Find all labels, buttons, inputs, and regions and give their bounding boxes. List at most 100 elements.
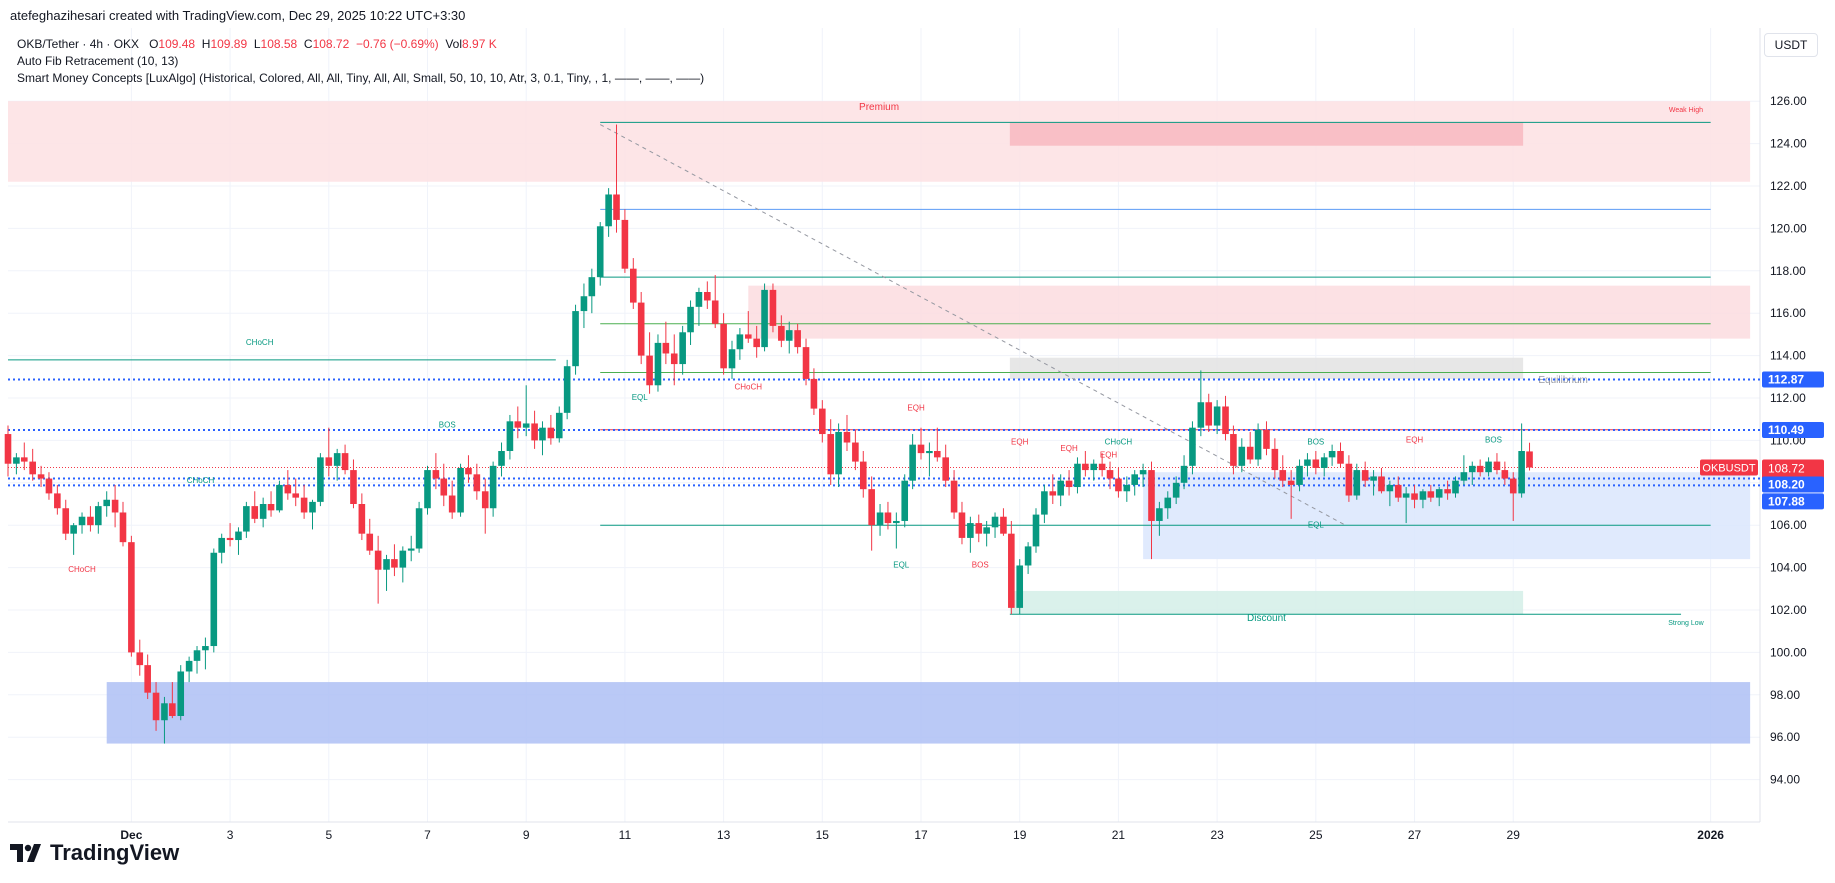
- candle-body: [950, 480, 958, 513]
- candle: [859, 451, 867, 498]
- candle: [415, 501, 423, 553]
- candle-body: [884, 512, 892, 524]
- x-tick-label: 23: [1210, 828, 1224, 842]
- candle: [391, 544, 398, 577]
- smc-label: CHoCH: [246, 338, 274, 347]
- candle: [1131, 470, 1139, 496]
- x-tick-label: 13: [717, 828, 731, 842]
- candle: [1509, 472, 1517, 521]
- candle-body: [185, 660, 193, 672]
- symbol-tag-text: OKBUSDT: [1702, 463, 1755, 475]
- candle: [1378, 467, 1385, 494]
- x-tick-label: 15: [816, 828, 830, 842]
- candle-body: [588, 277, 596, 297]
- candle-body: [136, 652, 144, 666]
- candle: [1279, 455, 1287, 488]
- y-tick-label: 114.00: [1770, 349, 1806, 363]
- candle-body: [1090, 463, 1098, 471]
- candle: [1090, 459, 1098, 481]
- candle: [827, 419, 834, 485]
- y-tick-label: 102.00: [1770, 603, 1807, 617]
- candle: [991, 512, 999, 538]
- candle-body: [1049, 491, 1057, 496]
- candle-body: [374, 550, 382, 570]
- candle-body: [761, 289, 768, 348]
- candle-body: [1501, 470, 1509, 479]
- candle-body: [4, 434, 12, 464]
- candle: [1172, 476, 1180, 504]
- candle: [37, 465, 45, 488]
- candle: [1189, 421, 1196, 475]
- candle-body: [1444, 489, 1451, 494]
- currency-button[interactable]: USDT: [1764, 33, 1818, 57]
- candle-body: [177, 671, 185, 716]
- candle: [1271, 438, 1279, 479]
- candle-body: [506, 421, 514, 451]
- candle-body: [1263, 429, 1270, 449]
- candle-body: [37, 474, 45, 479]
- candle-body: [70, 525, 77, 534]
- fib-trendline: [599, 124, 1346, 526]
- candle: [580, 283, 588, 329]
- symbol-name[interactable]: OKB/Tether · 4h · OKX: [17, 37, 140, 51]
- candle-body: [679, 332, 686, 365]
- y-tick-label: 98.00: [1770, 688, 1800, 702]
- candle-body: [457, 467, 464, 513]
- candle: [78, 512, 86, 534]
- candle-body: [1460, 472, 1468, 481]
- discount-zone: [1009, 590, 1524, 615]
- candle-body: [1476, 465, 1484, 473]
- candle-body: [1419, 491, 1427, 500]
- candle-body: [391, 559, 398, 568]
- candle: [210, 548, 218, 653]
- candle-body: [580, 296, 588, 312]
- candle-body: [317, 457, 324, 502]
- candle-body: [1378, 476, 1385, 492]
- indicator-fib[interactable]: Auto Fib Retracement (10, 13): [17, 54, 179, 68]
- candle: [1361, 461, 1369, 488]
- candle-body: [424, 470, 431, 509]
- candle: [1115, 467, 1122, 498]
- candle: [522, 385, 530, 437]
- candle-body: [835, 431, 842, 475]
- candle-body: [276, 484, 283, 511]
- candle-body: [1197, 402, 1205, 428]
- candle: [128, 535, 135, 657]
- candle-body: [448, 495, 456, 513]
- candle: [45, 472, 53, 500]
- candle-body: [1172, 482, 1180, 498]
- candle: [596, 222, 604, 286]
- candle: [909, 434, 916, 490]
- y-tick-label: 112.00: [1770, 391, 1806, 405]
- candle-body: [753, 338, 760, 348]
- candle: [111, 484, 119, 528]
- candle: [1032, 508, 1040, 553]
- candle-body: [637, 302, 645, 356]
- candle: [218, 533, 225, 564]
- candle: [637, 292, 645, 365]
- candle-body: [161, 703, 168, 721]
- candle-body: [284, 484, 292, 494]
- candle-body: [802, 347, 810, 379]
- candle: [103, 491, 111, 517]
- smc-label: EQL: [893, 561, 910, 570]
- candle-body: [152, 692, 160, 721]
- candle: [868, 476, 875, 551]
- candle-body: [1222, 406, 1229, 435]
- candle: [333, 448, 341, 481]
- candle-body: [1361, 470, 1369, 481]
- price-label: [1762, 371, 1824, 388]
- candle-body: [794, 330, 801, 348]
- candle: [695, 287, 703, 326]
- candle: [1320, 453, 1328, 477]
- candle: [531, 410, 538, 449]
- candle-body: [366, 533, 374, 551]
- candle-body: [1016, 565, 1024, 608]
- smc-label: BOS: [972, 561, 989, 570]
- candle: [235, 527, 242, 555]
- candle: [629, 258, 637, 309]
- indicator-smc[interactable]: Smart Money Concepts [LuxAlgo] (Historic…: [17, 71, 705, 85]
- smc-label: EQH: [1011, 438, 1029, 447]
- candle-body: [728, 349, 736, 369]
